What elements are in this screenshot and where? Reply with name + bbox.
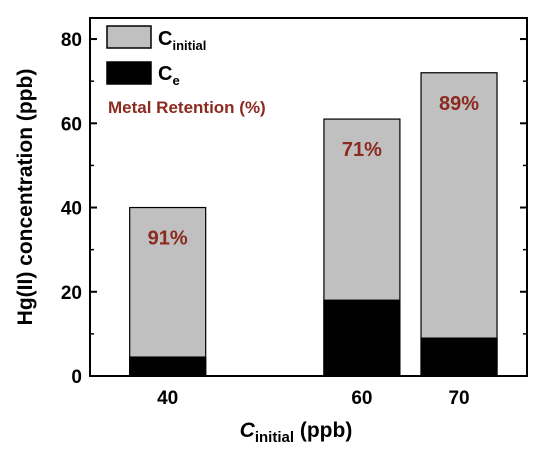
annotation-group: Metal Retention (%) [108,98,266,117]
x-tick-label-60: 60 [351,388,372,409]
bar-e-70 [420,337,498,377]
bars-group: 91% 71% 89% [129,72,498,377]
axes [89,17,528,377]
x-axis-title: Cinitial (ppb) [240,419,353,446]
y-tick-label-20: 20 [61,283,82,304]
legend: Cinitial Ce [106,25,206,88]
plot-frame [89,17,528,377]
y-axis-title: Hg(II) concentration (ppb) [14,69,37,326]
retention-label-70: 89% [439,93,479,115]
legend-label-e: Ce [158,63,180,88]
retention-label-60: 71% [342,139,382,161]
y-ticks: 0 20 40 60 80 [61,30,527,388]
y-tick-label-60: 60 [61,114,82,135]
x-ticks: 40 60 70 [157,370,470,409]
legend-swatch-initial [106,25,152,49]
legend-swatch-e [106,61,152,85]
bar-initial-40 [129,206,207,377]
y-tick-label-80: 80 [61,30,82,51]
y-tick-label-40: 40 [61,199,82,220]
x-tick-label-70: 70 [448,388,469,409]
y-tick-label-0: 0 [71,367,82,388]
bar-initial-70 [420,72,498,377]
bar-e-60 [323,299,401,377]
retention-label-40: 91% [148,228,188,250]
legend-label-initial: Cinitial [158,28,206,53]
x-tick-label-40: 40 [157,388,178,409]
annotation-text: Metal Retention (%) [108,98,266,117]
